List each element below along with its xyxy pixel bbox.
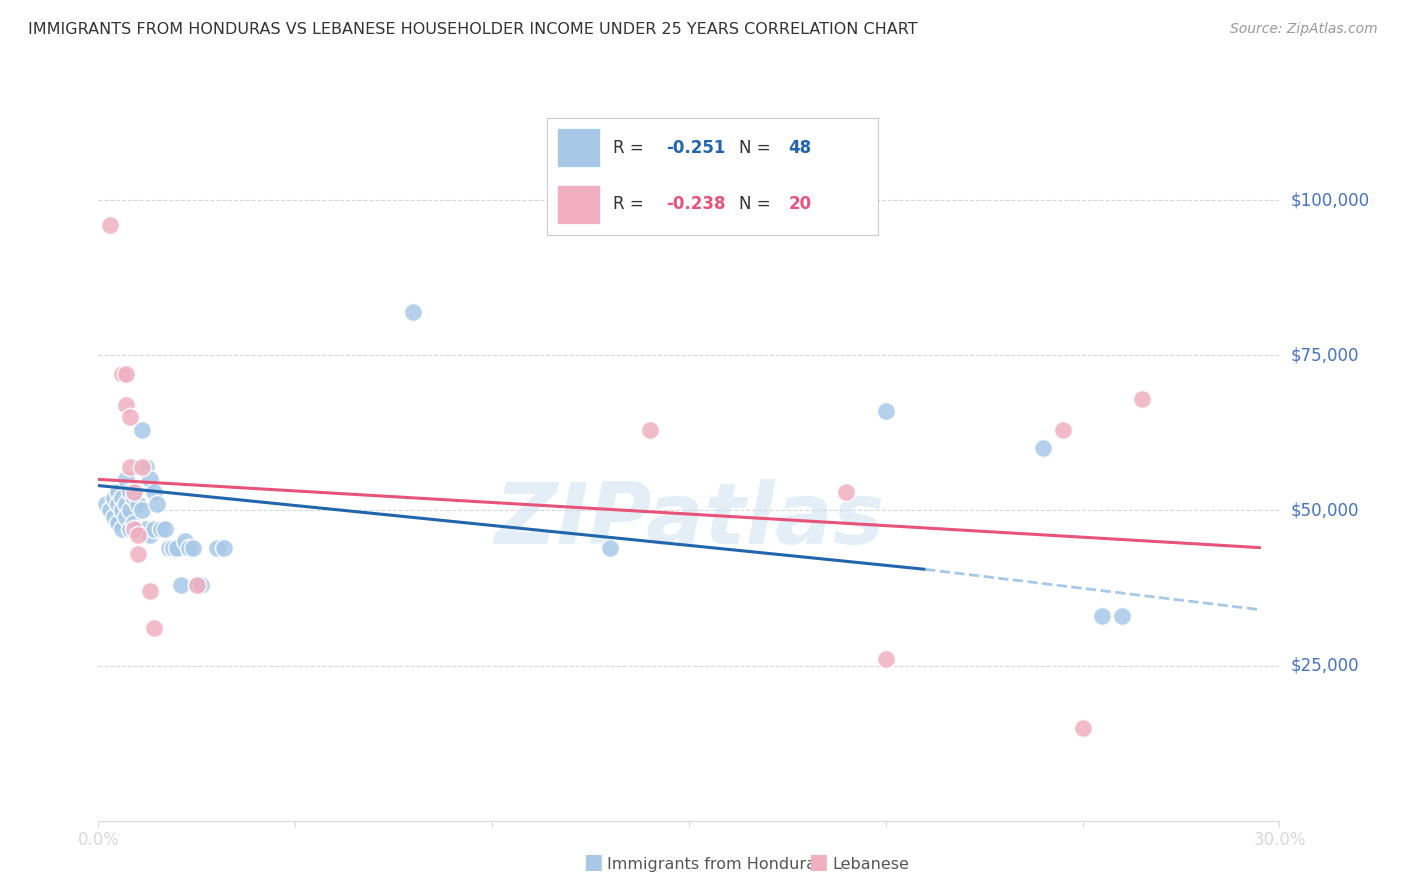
Point: [115, 398, 138, 412]
Point: [122, 516, 145, 530]
Point: [115, 472, 138, 486]
Point: [115, 367, 138, 381]
Text: IMMIGRANTS FROM HONDURAS VS LEBANESE HOUSEHOLDER INCOME UNDER 25 YEARS CORRELATI: IMMIGRANTS FROM HONDURAS VS LEBANESE HOU…: [28, 22, 918, 37]
Point: [138, 528, 160, 542]
Point: [118, 459, 141, 474]
Text: Lebanese: Lebanese: [832, 857, 910, 872]
Point: [835, 484, 858, 499]
Point: [115, 497, 138, 511]
Point: [118, 484, 141, 499]
Point: [131, 459, 153, 474]
Point: [875, 652, 897, 666]
Point: [127, 522, 149, 536]
Point: [205, 541, 228, 555]
Point: [190, 578, 212, 592]
Point: [186, 578, 208, 592]
Point: [599, 541, 621, 555]
Point: [162, 541, 184, 555]
Point: [98, 218, 121, 232]
Point: [122, 522, 145, 536]
Point: [115, 509, 138, 524]
Text: $100,000: $100,000: [1291, 191, 1369, 209]
Text: ZIPatlas: ZIPatlas: [494, 479, 884, 563]
Point: [155, 522, 177, 536]
Point: [166, 541, 188, 555]
Point: [103, 491, 125, 505]
Point: [157, 541, 180, 555]
Point: [127, 497, 149, 511]
Point: [875, 404, 897, 418]
Text: $75,000: $75,000: [1291, 346, 1360, 364]
Point: [150, 522, 173, 536]
Point: [118, 503, 141, 517]
Point: [127, 547, 149, 561]
Point: [131, 423, 153, 437]
Point: [186, 578, 208, 592]
Point: [1111, 608, 1133, 623]
Point: [118, 410, 141, 425]
Point: [122, 491, 145, 505]
Point: [107, 516, 129, 530]
Point: [177, 541, 200, 555]
Point: [122, 484, 145, 499]
Point: [96, 497, 118, 511]
Point: [111, 491, 134, 505]
Point: [1032, 442, 1054, 456]
Point: [127, 528, 149, 542]
Point: [1052, 423, 1074, 437]
Point: [170, 578, 193, 592]
Point: [103, 509, 125, 524]
Point: [214, 541, 236, 555]
Text: $25,000: $25,000: [1291, 657, 1360, 674]
Point: [402, 305, 425, 319]
Point: [118, 522, 141, 536]
Point: [1071, 721, 1094, 735]
Point: [138, 472, 160, 486]
Point: [111, 522, 134, 536]
Point: [111, 503, 134, 517]
Point: [1091, 608, 1114, 623]
Point: [638, 423, 661, 437]
Point: [107, 497, 129, 511]
Point: [1130, 392, 1153, 406]
Point: [174, 534, 197, 549]
Point: [107, 484, 129, 499]
Point: [142, 484, 165, 499]
Text: Immigrants from Honduras: Immigrants from Honduras: [607, 857, 825, 872]
Text: $50,000: $50,000: [1291, 501, 1360, 519]
Text: Source: ZipAtlas.com: Source: ZipAtlas.com: [1230, 22, 1378, 37]
Point: [142, 522, 165, 536]
Point: [146, 497, 169, 511]
Point: [111, 367, 134, 381]
Point: [138, 584, 160, 599]
Point: [142, 621, 165, 635]
Text: ■: ■: [808, 853, 828, 872]
Point: [135, 522, 157, 536]
Text: ■: ■: [583, 853, 603, 872]
Point: [135, 459, 157, 474]
Point: [181, 541, 204, 555]
Point: [98, 503, 121, 517]
Point: [131, 503, 153, 517]
